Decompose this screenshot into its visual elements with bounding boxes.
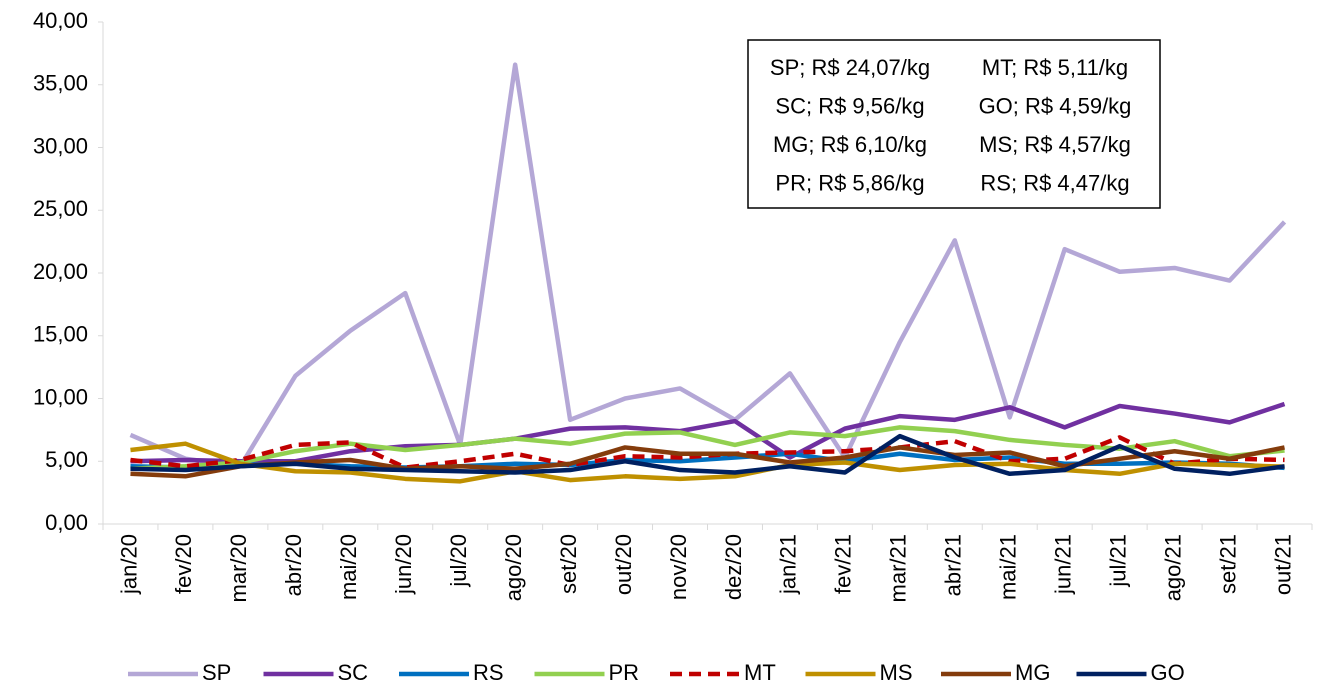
x-tick-label: jul/20 — [446, 534, 471, 588]
legend-label: SC — [338, 660, 369, 685]
series-line — [130, 441, 1285, 484]
x-tick-label: dez/20 — [721, 534, 746, 600]
x-tick-label: jan/21 — [776, 534, 801, 595]
x-tick-label: jun/21 — [1051, 534, 1076, 595]
annotation-box — [747, 39, 1161, 209]
annotation-text: RS; R$ 4,47/kg — [980, 170, 1129, 195]
series-line — [130, 401, 1286, 464]
x-tick-label: mar/20 — [226, 534, 251, 602]
annotation-text: SC; R$ 9,56/kg — [775, 93, 924, 118]
x-tick-label: abr/20 — [281, 534, 306, 596]
legend-label: MS — [880, 660, 913, 685]
y-tick-label: 0,00 — [45, 510, 88, 535]
x-tick-label: set/20 — [556, 534, 581, 594]
x-tick-label: jun/20 — [391, 534, 416, 595]
legend-label: RS — [473, 660, 504, 685]
annotation-text: MG; R$ 6,10/kg — [773, 132, 927, 157]
y-tick-label: 20,00 — [33, 259, 88, 284]
x-tick-label: mai/21 — [996, 534, 1021, 600]
x-tick-label: fev/20 — [171, 534, 196, 594]
series-line — [130, 445, 1285, 479]
annotation-text: PR; R$ 5,86/kg — [775, 170, 924, 195]
x-tick-label: fev/21 — [831, 534, 856, 594]
legend-label: SP — [202, 660, 231, 685]
x-tick-label: mai/20 — [336, 534, 361, 600]
y-tick-label: 5,00 — [45, 447, 88, 472]
legend-label: GO — [1151, 660, 1185, 685]
x-tick-label: ago/20 — [501, 534, 526, 601]
x-tick-label: jan/20 — [116, 534, 141, 595]
annotation-text: GO; R$ 4,59/kg — [979, 93, 1132, 118]
y-tick-label: 30,00 — [33, 133, 88, 158]
x-tick-label: ago/21 — [1160, 534, 1185, 601]
annotation-text: MT; R$ 5,11/kg — [982, 55, 1128, 80]
x-tick-label: out/21 — [1270, 534, 1295, 595]
y-tick-label: 40,00 — [33, 8, 88, 33]
series-line — [130, 433, 1285, 477]
x-tick-label: nov/20 — [666, 534, 691, 600]
x-tick-label: jul/21 — [1105, 534, 1130, 588]
y-tick-label: 35,00 — [33, 71, 88, 96]
legend-label: MG — [1015, 660, 1050, 685]
series-line — [129, 62, 1287, 469]
x-tick-label: set/21 — [1215, 534, 1240, 594]
legend-label: MT — [744, 660, 776, 685]
x-tick-label: mar/21 — [886, 534, 911, 602]
x-tick-label: abr/21 — [941, 534, 966, 596]
series-line — [130, 435, 1285, 470]
y-tick-label: 10,00 — [33, 384, 88, 409]
legend-label: PR — [609, 660, 640, 685]
annotation-text: SP; R$ 24,07/kg — [770, 55, 930, 80]
annotation-text: MS; R$ 4,57/kg — [979, 132, 1131, 157]
y-tick-label: 25,00 — [33, 196, 88, 221]
x-tick-label: out/20 — [611, 534, 636, 595]
y-tick-label: 15,00 — [33, 322, 88, 347]
